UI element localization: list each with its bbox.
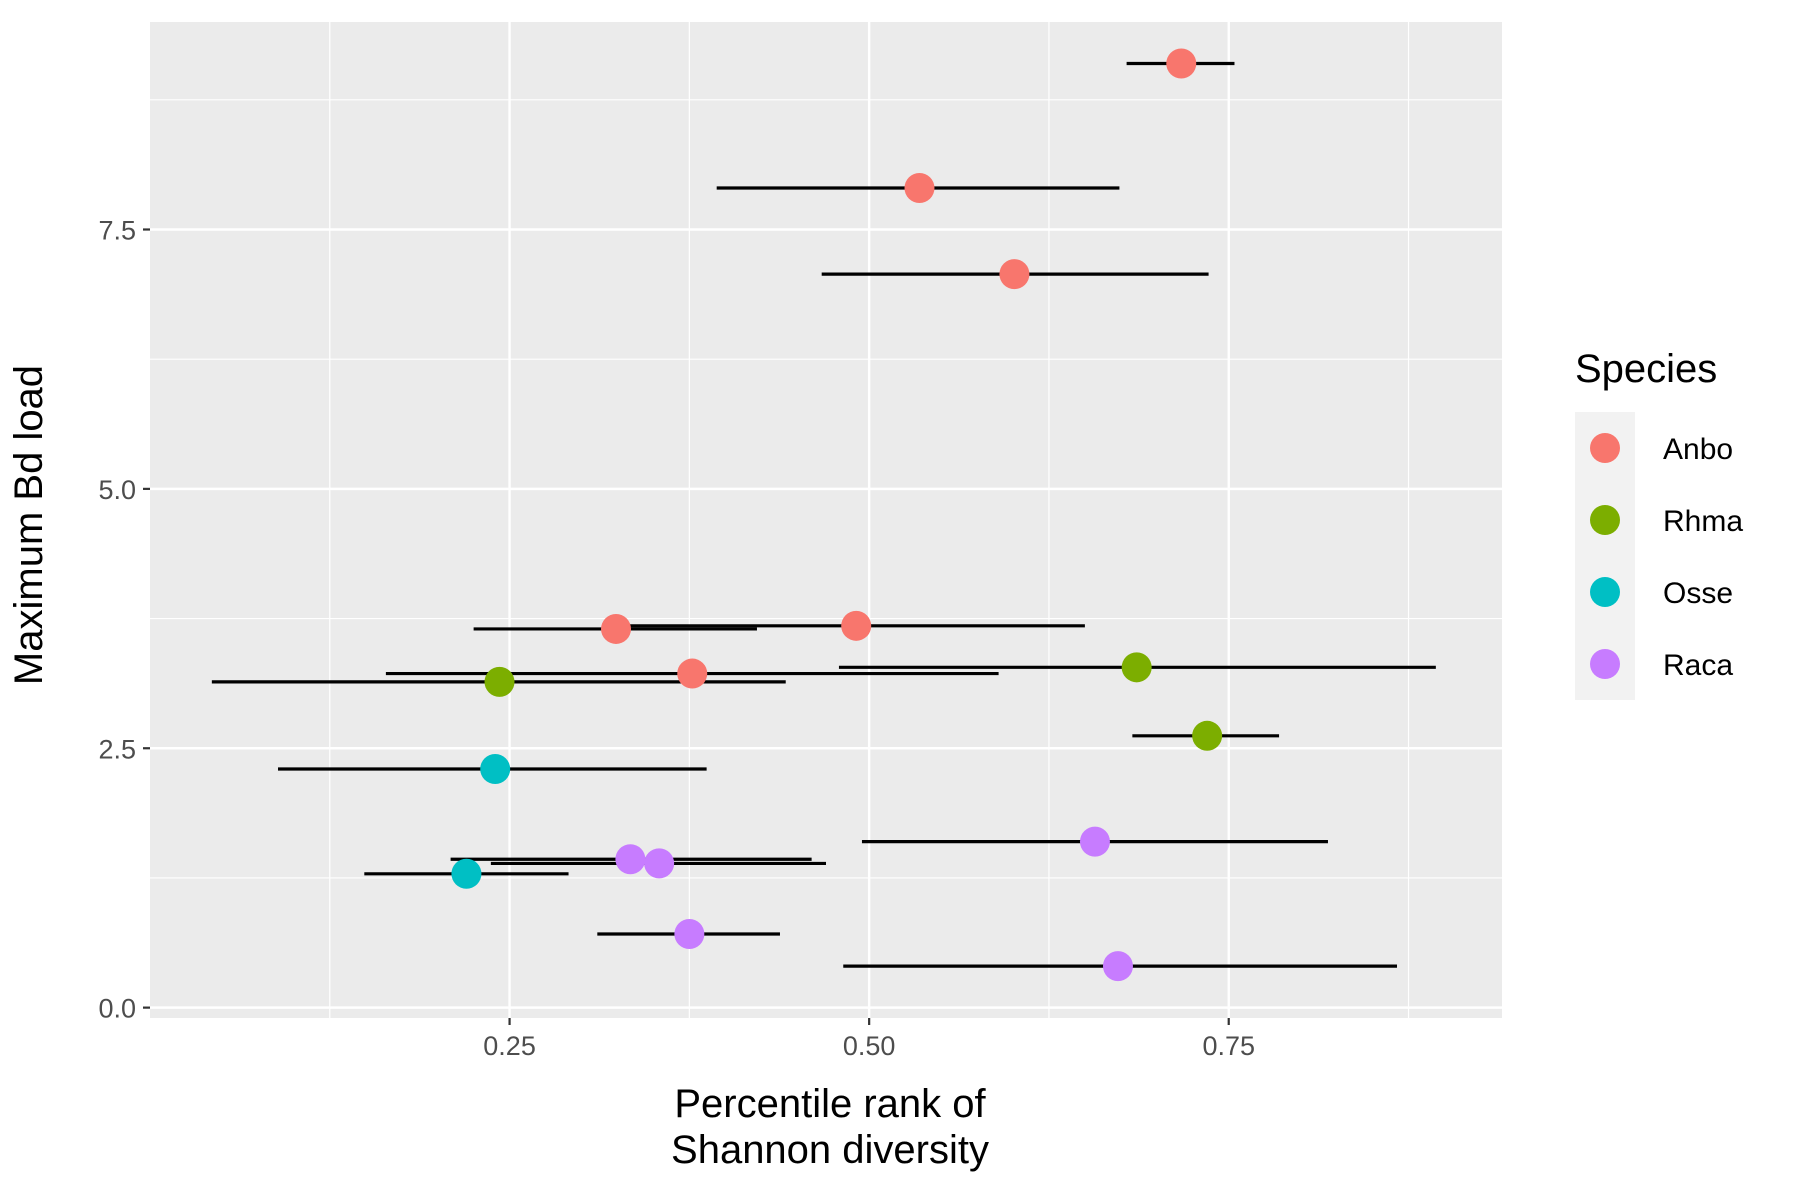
y-tick-label: 7.5 [98,216,136,246]
data-point-rhma [484,666,515,697]
x-tick-label: 0.25 [483,1031,536,1061]
data-point-raca [615,844,646,875]
data-point-anbo [904,173,935,203]
legend: Species Anbo Rhma Osse Raca [1575,347,1743,700]
data-point-anbo [601,613,632,644]
y-tick-label: 5.0 [98,475,136,505]
y-tick-label: 0.0 [98,994,136,1024]
legend-key-anbo [1590,433,1620,463]
data-point-anbo [999,259,1030,290]
data-point-raca [674,918,705,949]
legend-key-osse [1590,577,1620,607]
data-point-anbo [1166,48,1197,79]
legend-key-raca [1590,649,1620,679]
data-point-rhma [1192,720,1223,751]
legend-title: Species [1575,347,1717,391]
major-gridlines [150,22,1502,1018]
y-axis-title: Maximum Bd load [7,365,51,685]
panel-background [150,22,1502,1018]
x-tick-label: 0.50 [843,1031,896,1061]
x-axis-title-line-2: Shannon diversity [671,1128,989,1172]
legend-entries: Anbo Rhma Osse Raca [1590,433,1743,682]
data-point-osse [451,858,482,889]
y-tick-label: 2.5 [98,734,136,764]
data-points [451,48,1223,982]
data-point-raca [644,848,675,879]
legend-label-osse: Osse [1663,577,1733,610]
x-tick-label: 0.75 [1202,1031,1255,1061]
legend-label-anbo: Anbo [1663,433,1733,466]
x-axis-title-line-1: Percentile rank of [674,1082,986,1126]
legend-label-raca: Raca [1663,649,1733,682]
legend-key-rhma [1590,505,1620,535]
data-point-anbo [841,610,872,641]
axes: 0.25 0.50 0.75 0.0 2.5 5.0 7.5 [98,216,1255,1062]
data-point-osse [480,754,511,784]
data-point-rhma [1121,652,1152,683]
data-point-raca [1102,951,1133,982]
data-point-anbo [677,658,708,689]
legend-label-rhma: Rhma [1663,505,1743,538]
data-point-raca [1079,826,1110,857]
